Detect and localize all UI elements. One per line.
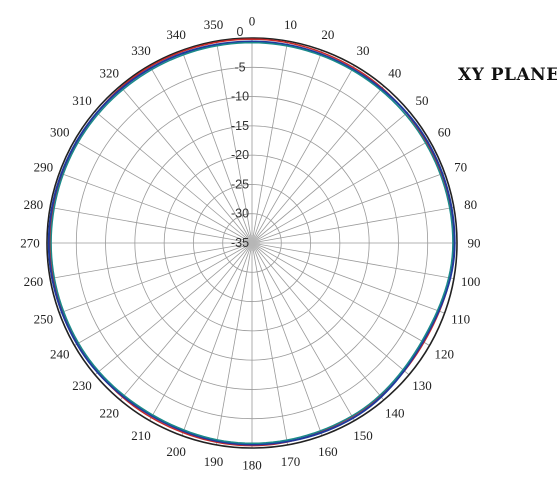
grid-spoke-70 [251, 172, 445, 244]
angle-label-210: 210 [131, 428, 151, 443]
angle-label-160: 160 [318, 444, 338, 459]
grid-ring-1 [75, 66, 429, 420]
radial-label-2: -10 [231, 90, 249, 104]
angle-label-240: 240 [50, 347, 70, 362]
angle-label-100: 100 [461, 274, 481, 289]
polar-grid [46, 37, 458, 449]
angle-label-170: 170 [281, 454, 301, 469]
grid-ring-6 [222, 213, 282, 273]
grid-spoke-110 [251, 242, 445, 314]
angle-label-0: 0 [249, 14, 256, 29]
grid-spoke-250 [59, 242, 253, 314]
angle-label-310: 310 [72, 93, 92, 108]
angle-label-70: 70 [454, 160, 467, 175]
grid-spoke-140 [251, 242, 385, 401]
angle-label-180: 180 [242, 458, 262, 473]
grid-spoke-150 [251, 242, 355, 421]
grid-spoke-30 [251, 65, 355, 244]
angle-label-150: 150 [353, 428, 373, 443]
grid-ring-3 [134, 125, 370, 361]
grid-ring-4 [163, 154, 341, 332]
angle-label-300: 300 [50, 125, 70, 140]
grid-spoke-280 [50, 207, 253, 244]
grid-spoke-200 [181, 242, 253, 436]
grid-spoke-220 [119, 242, 253, 401]
series-layer [47, 38, 456, 447]
angle-label-80: 80 [464, 197, 477, 212]
radial-label-4: -20 [231, 148, 249, 162]
grid-spoke-80 [251, 207, 454, 244]
angle-label-10: 10 [284, 17, 297, 32]
grid-spoke-40 [251, 85, 385, 244]
angle-label-30: 30 [357, 43, 370, 58]
grid-spoke-340 [181, 50, 253, 244]
angle-labels: 0 10 20 30 40 50 60 70 80 90 100 110 120 130 140 150 160… [20, 14, 480, 473]
radial-label-7: -35 [231, 236, 249, 250]
angle-label-230: 230 [72, 378, 92, 393]
grid-spoke-120 [251, 242, 430, 346]
angle-label-250: 250 [34, 311, 54, 326]
grid-spoke-210 [149, 242, 253, 421]
angle-label-90: 90 [468, 236, 481, 251]
angle-label-200: 200 [166, 444, 186, 459]
radial-label-0: 0 [237, 25, 244, 39]
grid-spoke-350 [216, 41, 253, 244]
grid-spoke-160 [251, 242, 323, 436]
grid-spoke-100 [251, 242, 454, 279]
angle-label-260: 260 [24, 274, 44, 289]
angle-label-280: 280 [24, 197, 44, 212]
series-line-2 [50, 41, 454, 445]
radial-label-6: -30 [231, 207, 249, 221]
grid-spoke-10 [251, 41, 288, 244]
grid-spoke-260 [50, 242, 253, 279]
center-hub [244, 235, 260, 251]
series-line-1 [47, 40, 456, 446]
angle-label-320: 320 [100, 65, 120, 80]
grid-spoke-190 [216, 242, 253, 445]
grid-spoke-330 [149, 65, 253, 244]
radial-label-5: -25 [231, 177, 249, 191]
angle-label-350: 350 [204, 17, 224, 32]
grid-ring-0 [46, 37, 458, 449]
angle-label-50: 50 [416, 93, 429, 108]
angle-label-290: 290 [34, 160, 54, 175]
grid-spoke-240 [74, 242, 253, 346]
angle-label-190: 190 [204, 454, 224, 469]
grid-spoke-170 [251, 242, 288, 445]
grid-spoke-310 [94, 110, 253, 244]
grid-spoke-20 [251, 50, 323, 244]
grid-spoke-130 [251, 242, 410, 376]
grid-spoke-320 [119, 85, 253, 244]
grid-ring-2 [105, 96, 399, 390]
angle-label-20: 20 [321, 27, 334, 42]
chart-title: XY PLANE [458, 65, 557, 85]
angle-label-40: 40 [388, 65, 401, 80]
angle-label-120: 120 [435, 347, 455, 362]
grid-ring-5 [193, 184, 311, 302]
angle-label-330: 330 [131, 43, 151, 58]
grid-spoke-300 [74, 140, 253, 244]
angle-label-270: 270 [20, 236, 40, 251]
angle-label-340: 340 [166, 27, 186, 42]
angle-label-130: 130 [412, 378, 432, 393]
angle-label-140: 140 [385, 406, 405, 421]
grid-spoke-50 [251, 110, 410, 244]
angle-label-110: 110 [451, 311, 470, 326]
grid-spoke-290 [59, 172, 253, 244]
radial-label-3: -15 [231, 119, 249, 133]
radial-label-1: -5 [234, 60, 245, 74]
radial-labels: 0 -5 -10 -15 -20 -25 -30 -35 [231, 25, 249, 250]
angle-label-60: 60 [438, 125, 451, 140]
grid-spoke-60 [251, 140, 430, 244]
angle-label-220: 220 [100, 406, 120, 421]
grid-spoke-230 [94, 242, 253, 376]
